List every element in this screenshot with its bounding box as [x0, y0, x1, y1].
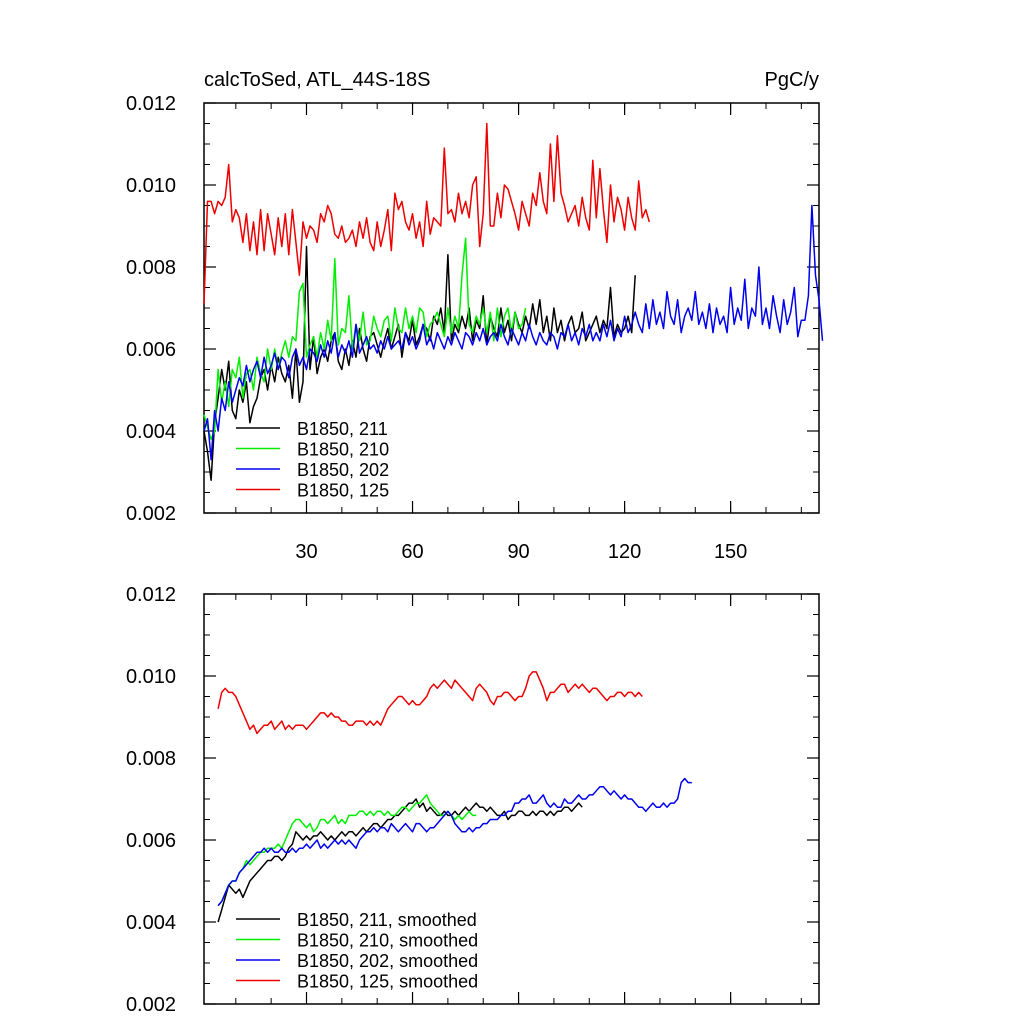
legend-label: B1850, 125, smoothed: [297, 972, 478, 992]
series-line-2: [217, 794, 477, 907]
bottom-panel: 0.002 0.004 0.006 0.008 0.010 0.012 B1850, 21…: [126, 584, 820, 1016]
top-title-right: PgC/y: [765, 69, 819, 91]
y-tick-label: 0.008: [126, 748, 176, 770]
x-tick-label: 120: [608, 541, 641, 563]
series-line-2: [203, 237, 527, 440]
y-tick-label: 0.010: [126, 666, 176, 688]
x-tick-label: 60: [401, 541, 423, 563]
top-title-left: calcToSed, ATL_44S-18S: [204, 69, 430, 91]
y-tick-label: 0.002: [126, 994, 176, 1016]
series-line-3: [217, 777, 692, 907]
top-series: [203, 122, 824, 481]
series-line-1: [203, 245, 636, 481]
top-panel: calcToSed, ATL_44S-18S PgC/y 0.0020.0040…: [126, 69, 824, 563]
legend-label: B1850, 202, smoothed: [297, 951, 478, 971]
legend-label: B1850, 210, smoothed: [297, 931, 478, 951]
x-tick-label: 30: [295, 541, 317, 563]
series-line-4: [203, 122, 651, 304]
legend-label: B1850, 202: [297, 460, 389, 480]
y-tick-label: 0.006: [126, 830, 176, 852]
y-tick-label: 0.008: [126, 257, 176, 279]
top-ticks: 0.002 0.004 0.006 0.008 0.010 0.012 30 60 90 120 1…: [126, 93, 819, 563]
series-line-1: [217, 798, 583, 923]
series-line-3: [203, 204, 824, 461]
legend-label: B1850, 210: [297, 440, 389, 460]
y-tick-label: 0.010: [126, 175, 176, 197]
bottom-ticks: 0.002 0.004 0.006 0.008 0.010 0.012: [126, 584, 819, 1016]
y-tick-label: 0.012: [126, 584, 176, 606]
legend-label: B1850, 211: [297, 419, 388, 439]
bottom-series: [217, 671, 692, 923]
x-tick-label: 150: [714, 541, 747, 563]
y-tick-label: 0.004: [126, 912, 176, 934]
legend-label: B1850, 125: [297, 481, 389, 501]
y-tick-label: 0.002: [126, 503, 176, 525]
series-line-4: [217, 671, 643, 735]
x-tick-label: 90: [507, 541, 529, 563]
y-tick-label: 0.006: [126, 339, 176, 361]
y-tick-label: 0.004: [126, 421, 176, 443]
legend-label: B1850, 211, smoothed: [297, 910, 477, 930]
y-tick-label: 0.012: [126, 93, 176, 115]
